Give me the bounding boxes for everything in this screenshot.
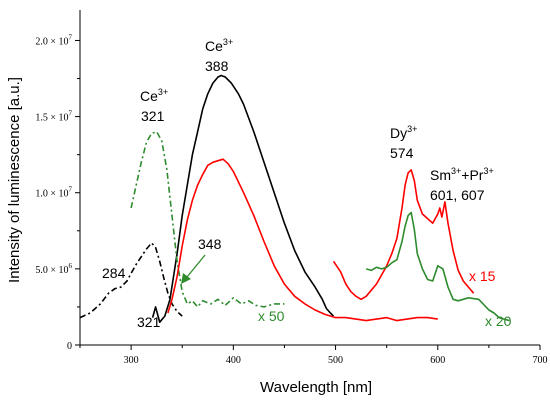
y-ticks: 0 5.0 × 106 1.0 × 107 1.5 × 107 2.0 × 107 — [35, 33, 80, 352]
annotation-ce-321-peak: 321 — [141, 108, 165, 124]
x-tick-label: 500 — [328, 355, 343, 366]
series-line-4 — [332, 169, 475, 301]
annotation-ce-321-ion: Ce3+ — [140, 87, 168, 104]
annotation-348: 348 — [198, 236, 222, 252]
series-layer — [79, 74, 510, 323]
y-tick-label: 0 — [67, 341, 72, 352]
series-line-3 — [167, 158, 438, 322]
annotation-sm-pr-peaks: 601, 607 — [430, 187, 485, 203]
y-axis-label: Intensity of luminescence [a.u.] — [6, 77, 23, 283]
series-line-1 — [79, 242, 183, 319]
annotation-dy-ion: Dy3+ — [390, 124, 417, 141]
annotation-ce-388-peak: 388 — [205, 58, 229, 74]
annotation-ce-388-ion: Ce3+ — [205, 37, 233, 54]
x-axis-label: Wavelength [nm] — [260, 379, 372, 396]
y-tick-label: 1.0 × 107 — [35, 186, 72, 200]
scale-x20: x 20 — [485, 313, 512, 329]
annotation-sm-pr-ions: Sm3++Pr3+ — [430, 166, 494, 183]
x-tick-label: 600 — [430, 355, 445, 366]
y-tick-label: 2.0 × 107 — [35, 33, 72, 47]
annotation-284: 284 — [102, 265, 126, 281]
annotation-dy-peak: 574 — [390, 145, 414, 161]
series-line-2 — [130, 131, 285, 308]
x-tick-label: 700 — [533, 355, 548, 366]
y-tick-label: 5.0 × 106 — [35, 262, 72, 276]
x-tick-label: 400 — [226, 355, 241, 366]
y-tick-label: 1.5 × 107 — [35, 110, 72, 124]
arrow-348-head — [181, 273, 191, 284]
series-line-0 — [151, 74, 335, 323]
arrow-348-line — [186, 254, 206, 278]
series-line-5 — [365, 211, 510, 322]
scale-x50: x 50 — [258, 308, 285, 324]
x-ticks: 300 400 500 600 700 — [79, 345, 548, 366]
annotation-321-low: 321 — [137, 314, 161, 330]
x-tick-label: 300 — [124, 355, 139, 366]
scale-x15: x 15 — [469, 268, 496, 284]
